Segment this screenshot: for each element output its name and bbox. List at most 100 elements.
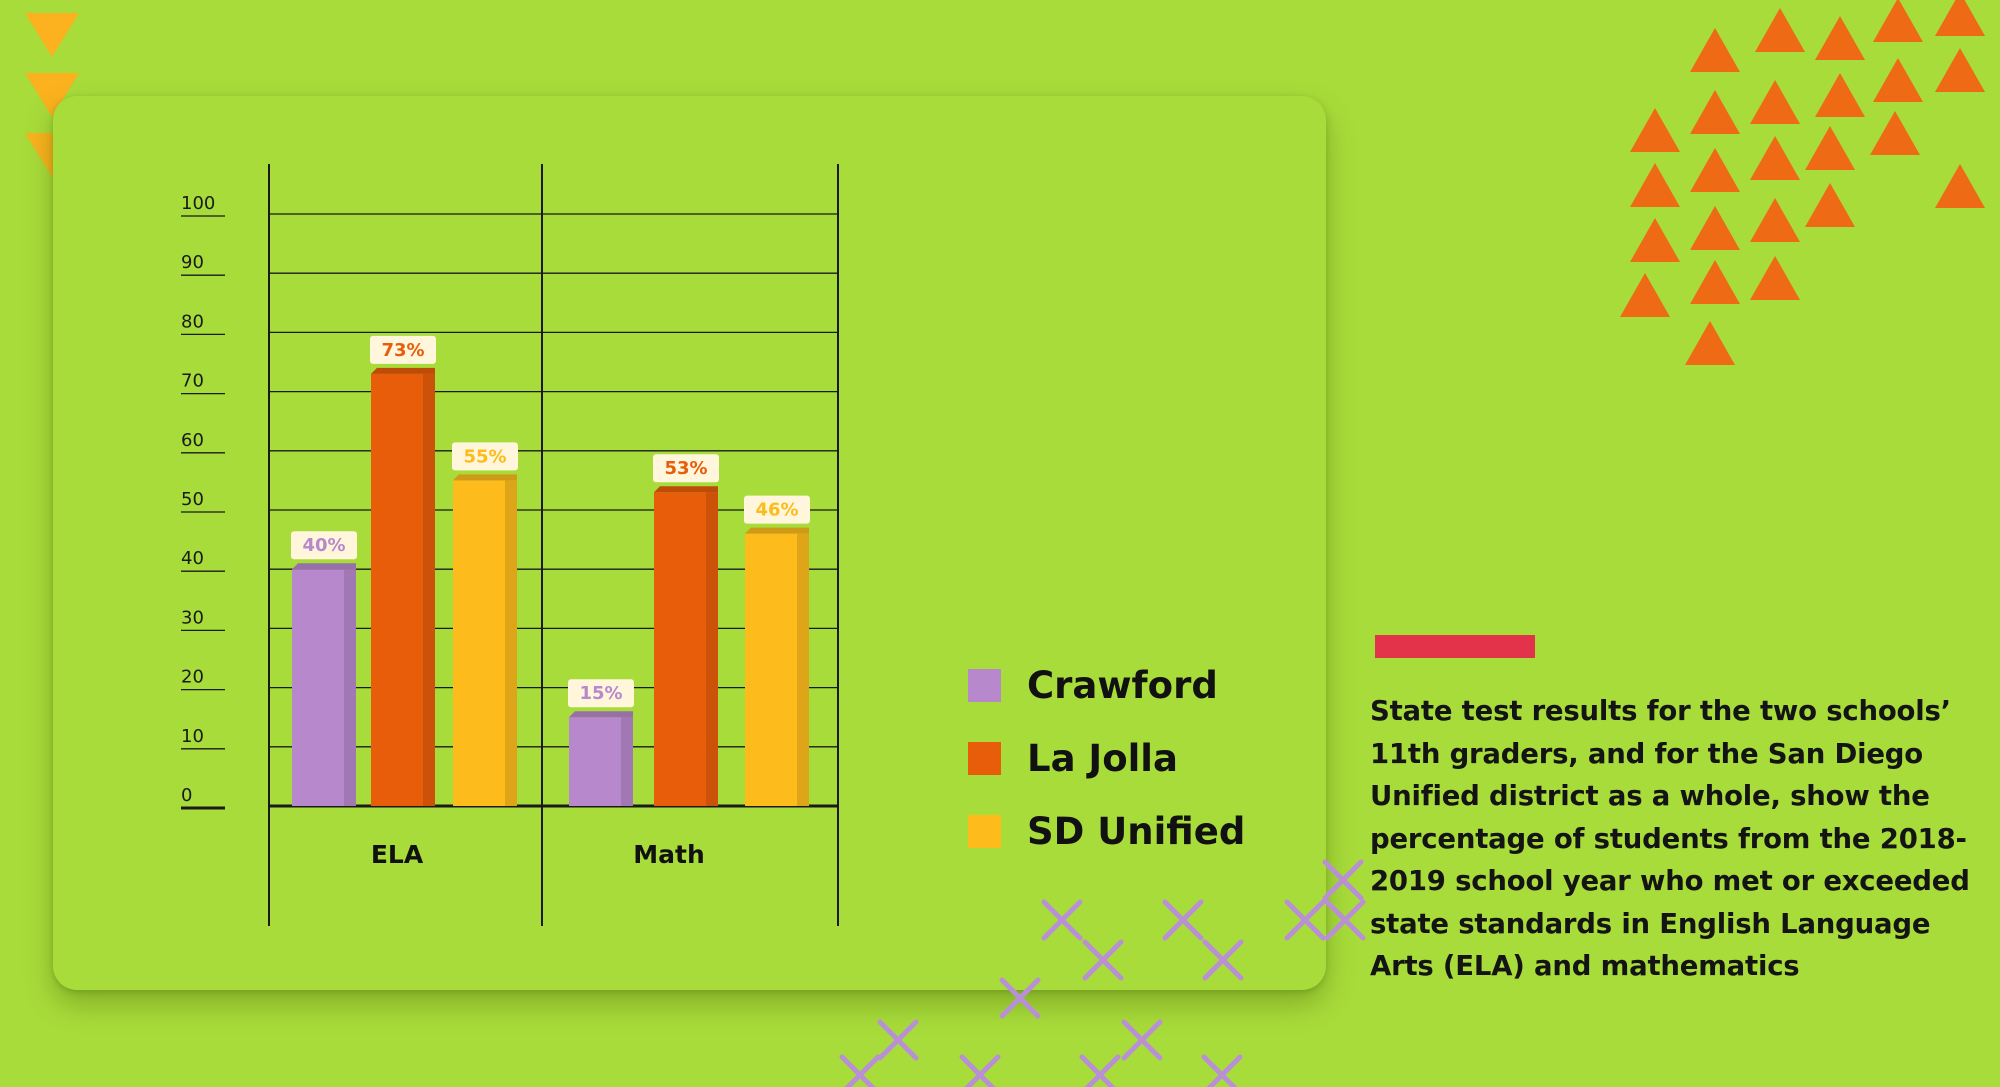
orange-triangle — [1805, 183, 1855, 227]
bar-top — [453, 474, 517, 481]
value-label-box — [653, 454, 719, 483]
orange-triangle — [1815, 73, 1865, 117]
bar — [745, 527, 809, 806]
cross-stroke — [999, 977, 1041, 1019]
y-tick-label: 0 — [181, 785, 192, 806]
orange-triangle — [1815, 16, 1865, 60]
legend-label-sd-unified: SD Unified — [1027, 809, 1246, 853]
y-tick-label: 80 — [181, 311, 204, 332]
value-label: 46% — [755, 500, 798, 521]
cross — [1284, 899, 1326, 941]
orange-triangle — [1873, 58, 1923, 102]
y-tick-label: 70 — [181, 371, 204, 392]
cross-stroke — [1084, 1054, 1121, 1087]
orange-triangle — [1630, 163, 1680, 207]
cross — [1082, 939, 1124, 981]
y-tick-label: 10 — [181, 726, 204, 747]
chart-description: State test results for the two schools’ … — [1370, 695, 1970, 982]
yellow-triangle — [25, 13, 79, 57]
cross — [1201, 1054, 1243, 1087]
bar — [292, 563, 356, 806]
y-tick-label: 60 — [181, 430, 204, 451]
cross-stroke — [1041, 899, 1083, 941]
orange-triangle — [1750, 198, 1800, 242]
cross-stroke — [877, 1019, 919, 1061]
orange-triangle — [1690, 148, 1740, 192]
legend-item-la-jolla: La Jolla — [968, 736, 1245, 780]
bar-side — [344, 569, 356, 806]
cross-stroke — [1284, 899, 1326, 941]
cross — [1202, 939, 1244, 981]
legend-swatch-la-jolla — [968, 741, 1001, 775]
cross — [1121, 1019, 1163, 1061]
y-tick-label: 90 — [181, 252, 204, 273]
legend-swatch-sd-unified — [968, 814, 1001, 848]
y-tick-label: 40 — [181, 548, 204, 569]
orange-triangle — [1685, 321, 1735, 365]
cross-stroke — [1324, 899, 1366, 941]
bar-side — [706, 492, 718, 806]
bar-side — [621, 717, 633, 806]
bar-top — [745, 527, 809, 534]
orange-triangle — [1750, 80, 1800, 124]
legend-item-sd-unified: SD Unified — [968, 809, 1246, 853]
cross-stroke — [844, 1054, 881, 1087]
x-category-label: Math — [633, 840, 705, 869]
legend-label-crawford: Crawford — [1027, 663, 1218, 707]
bar-top — [569, 711, 633, 718]
y-tick-label: 50 — [181, 489, 204, 510]
legend-item-crawford: Crawford — [968, 663, 1245, 707]
cross — [1041, 899, 1083, 941]
cross-stroke — [1206, 1054, 1243, 1087]
orange-triangle — [1750, 256, 1800, 300]
cross — [1162, 899, 1204, 941]
orange-triangle — [1630, 108, 1680, 152]
bar-side — [423, 373, 435, 806]
legend-label-la-jolla: La Jolla — [1027, 736, 1178, 780]
value-label: 40% — [302, 535, 345, 556]
value-label-box — [568, 679, 634, 708]
cross-stroke — [1322, 859, 1364, 901]
cross — [877, 1019, 919, 1061]
chart-card: 0 10 20 30 40 50 60 70 80 90 100 ELA Math 40% 15% 73% 53… — [53, 96, 1326, 990]
orange-triangle — [1935, 0, 1985, 36]
orange-triangle — [1755, 8, 1805, 52]
bar-side — [505, 480, 517, 806]
bar-top — [371, 367, 435, 374]
value-label-box — [291, 531, 357, 560]
cross-stroke — [1082, 939, 1124, 981]
cross-stroke — [964, 1054, 1001, 1087]
bar — [371, 367, 435, 806]
value-label: 15% — [579, 683, 622, 704]
cross — [1324, 899, 1366, 941]
bar-chart: 0 10 20 30 40 50 60 70 80 90 100 ELA Math 40% 15% 73% 53… — [181, 164, 839, 926]
orange-triangle — [1690, 28, 1740, 72]
value-label-box — [370, 335, 436, 364]
value-label: 55% — [463, 446, 506, 467]
value-label: 53% — [664, 458, 707, 479]
orange-triangle — [1690, 260, 1740, 304]
orange-triangle — [1620, 273, 1670, 317]
cross — [959, 1054, 1001, 1087]
orange-triangle — [1630, 218, 1680, 262]
orange-triangle — [1870, 111, 1920, 155]
cross — [839, 1054, 881, 1087]
yellow-triangle — [25, 73, 79, 117]
cross — [1322, 859, 1364, 901]
value-label-box — [744, 495, 810, 524]
value-label-box — [452, 442, 518, 471]
cross — [1079, 1054, 1121, 1087]
orange-triangle — [1873, 0, 1923, 42]
chart-legend: Crawford La Jolla SD Unified — [968, 663, 1246, 885]
orange-triangle — [1935, 48, 1985, 92]
orange-triangle-decoration — [1620, 0, 1985, 365]
cross-stroke — [1202, 939, 1244, 981]
orange-triangle — [1690, 206, 1740, 250]
cross-stroke — [1121, 1019, 1163, 1061]
bar-side — [797, 533, 809, 806]
bar-top — [654, 486, 718, 493]
y-tick-label: 30 — [181, 607, 204, 628]
cross-stroke — [1162, 899, 1204, 941]
cross — [999, 977, 1041, 1019]
